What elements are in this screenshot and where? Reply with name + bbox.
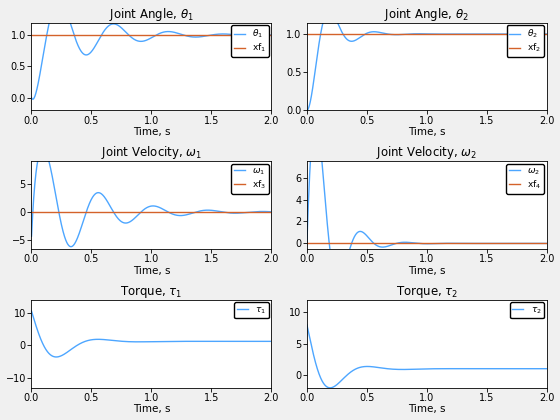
$\theta_1$ — [217, 32, 224, 37]
X-axis label: Time, s: Time, s — [133, 127, 170, 137]
$\theta_1$ — [139, 39, 146, 44]
X-axis label: Time, s: Time, s — [133, 404, 170, 415]
Legend: $\omega_1$, xf$_3$: $\omega_1$, xf$_3$ — [231, 164, 269, 194]
Legend: $\tau_1$: $\tau_1$ — [234, 302, 269, 318]
Title: Torque, $\tau_2$: Torque, $\tau_2$ — [396, 284, 458, 300]
$\theta_2$ — [304, 108, 310, 113]
X-axis label: Time, s: Time, s — [133, 266, 170, 276]
Line: $\omega_2$: $\omega_2$ — [307, 118, 547, 282]
xf$_1$ — [148, 33, 155, 38]
$\theta_2$ — [326, 8, 333, 13]
$\tau_2$ — [326, 385, 333, 390]
xf$_4$ — [304, 241, 310, 246]
$\omega_2$ — [421, 241, 427, 246]
xf$_3$ — [28, 210, 35, 215]
$\theta_1$ — [268, 32, 275, 37]
$\omega_1$ — [268, 209, 275, 214]
$\omega_2$ — [536, 241, 543, 246]
$\tau_2$ — [536, 366, 543, 371]
$\theta_2$ — [421, 32, 427, 37]
$\omega_1$ — [28, 234, 35, 239]
$\omega_1$ — [145, 205, 152, 210]
$\theta_1$ — [145, 37, 152, 42]
$\omega_1$ — [217, 209, 224, 214]
$\tau_2$ — [414, 367, 421, 372]
$\omega_2$ — [543, 241, 550, 246]
$\omega_1$ — [261, 209, 268, 214]
$\omega_1$ — [68, 244, 74, 249]
$\tau_1$ — [40, 343, 47, 348]
Legend: $\omega_2$, xf$_4$: $\omega_2$, xf$_4$ — [506, 164, 544, 194]
$\omega_1$ — [40, 147, 47, 152]
$\tau_2$ — [536, 366, 543, 371]
$\theta_1$ — [262, 33, 268, 38]
Legend: $\theta_1$, xf$_1$: $\theta_1$, xf$_1$ — [231, 25, 269, 57]
Line: $\tau_1$: $\tau_1$ — [31, 311, 272, 357]
$\theta_1$ — [30, 97, 36, 102]
$\omega_2$ — [536, 241, 543, 246]
$\theta_2$ — [536, 32, 543, 37]
$\tau_1$ — [261, 339, 268, 344]
Title: Joint Angle, $\theta_2$: Joint Angle, $\theta_2$ — [384, 5, 469, 23]
$\omega_2$ — [334, 280, 341, 285]
Line: $\theta_2$: $\theta_2$ — [307, 10, 547, 110]
xf$_2$ — [423, 32, 430, 37]
$\omega_2$ — [414, 241, 421, 246]
Title: Joint Velocity, $\omega_1$: Joint Velocity, $\omega_1$ — [101, 144, 202, 161]
X-axis label: Time, s: Time, s — [408, 404, 446, 415]
$\tau_2$ — [421, 366, 427, 371]
$\theta_2$ — [493, 32, 500, 37]
$\tau_2$ — [543, 366, 550, 371]
$\tau_1$ — [138, 339, 145, 344]
$\theta_2$ — [316, 40, 323, 45]
$\omega_2$ — [493, 241, 500, 246]
Title: Torque, $\tau_1$: Torque, $\tau_1$ — [120, 284, 183, 300]
$\theta_1$ — [55, 0, 62, 3]
Line: $\tau_2$: $\tau_2$ — [307, 325, 547, 388]
$\omega_1$ — [40, 146, 46, 151]
$\omega_2$ — [304, 239, 310, 244]
X-axis label: Time, s: Time, s — [408, 127, 446, 137]
xf$_2$ — [304, 32, 310, 37]
$\theta_1$ — [40, 49, 47, 54]
$\tau_1$ — [145, 339, 152, 344]
Legend: $\theta_2$, xf$_2$: $\theta_2$, xf$_2$ — [507, 25, 544, 57]
Legend: $\tau_2$: $\tau_2$ — [510, 302, 544, 318]
$\theta_2$ — [543, 32, 550, 37]
Line: $\theta_1$: $\theta_1$ — [31, 0, 272, 99]
$\tau_2$ — [493, 366, 500, 371]
$\theta_1$ — [28, 95, 35, 100]
$\omega_1$ — [139, 209, 146, 214]
$\theta_2$ — [414, 31, 421, 36]
$\theta_1$ — [261, 33, 268, 38]
Title: Joint Angle, $\theta_1$: Joint Angle, $\theta_1$ — [109, 5, 194, 23]
$\omega_1$ — [262, 209, 268, 214]
$\tau_1$ — [268, 339, 275, 344]
$\tau_2$ — [304, 322, 310, 327]
$\theta_2$ — [536, 32, 543, 37]
$\tau_1$ — [261, 339, 268, 344]
Title: Joint Velocity, $\omega_2$: Joint Velocity, $\omega_2$ — [376, 144, 477, 161]
$\omega_2$ — [312, 116, 319, 121]
Line: $\omega_1$: $\omega_1$ — [31, 149, 272, 247]
$\tau_1$ — [53, 354, 59, 360]
$\tau_1$ — [28, 309, 35, 314]
xf$_4$ — [423, 241, 430, 246]
xf$_1$ — [28, 33, 35, 38]
$\tau_1$ — [217, 339, 224, 344]
xf$_3$ — [148, 210, 155, 215]
$\omega_2$ — [316, 132, 323, 137]
X-axis label: Time, s: Time, s — [408, 266, 446, 276]
$\tau_2$ — [316, 372, 323, 377]
